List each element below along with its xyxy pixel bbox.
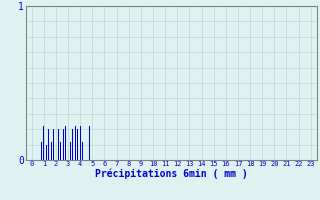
Bar: [70, 142, 71, 160]
Bar: [53, 129, 54, 160]
Bar: [75, 126, 76, 160]
Bar: [60, 142, 61, 160]
Bar: [41, 142, 42, 160]
Bar: [77, 129, 78, 160]
Bar: [48, 129, 49, 160]
Bar: [63, 129, 64, 160]
Bar: [58, 129, 59, 160]
X-axis label: Précipitations 6min ( mm ): Précipitations 6min ( mm ): [95, 169, 248, 179]
Bar: [84, 126, 85, 160]
Bar: [51, 142, 52, 160]
Bar: [80, 126, 81, 160]
Bar: [82, 142, 83, 160]
Bar: [46, 145, 47, 160]
Bar: [55, 126, 56, 160]
Bar: [65, 126, 66, 160]
